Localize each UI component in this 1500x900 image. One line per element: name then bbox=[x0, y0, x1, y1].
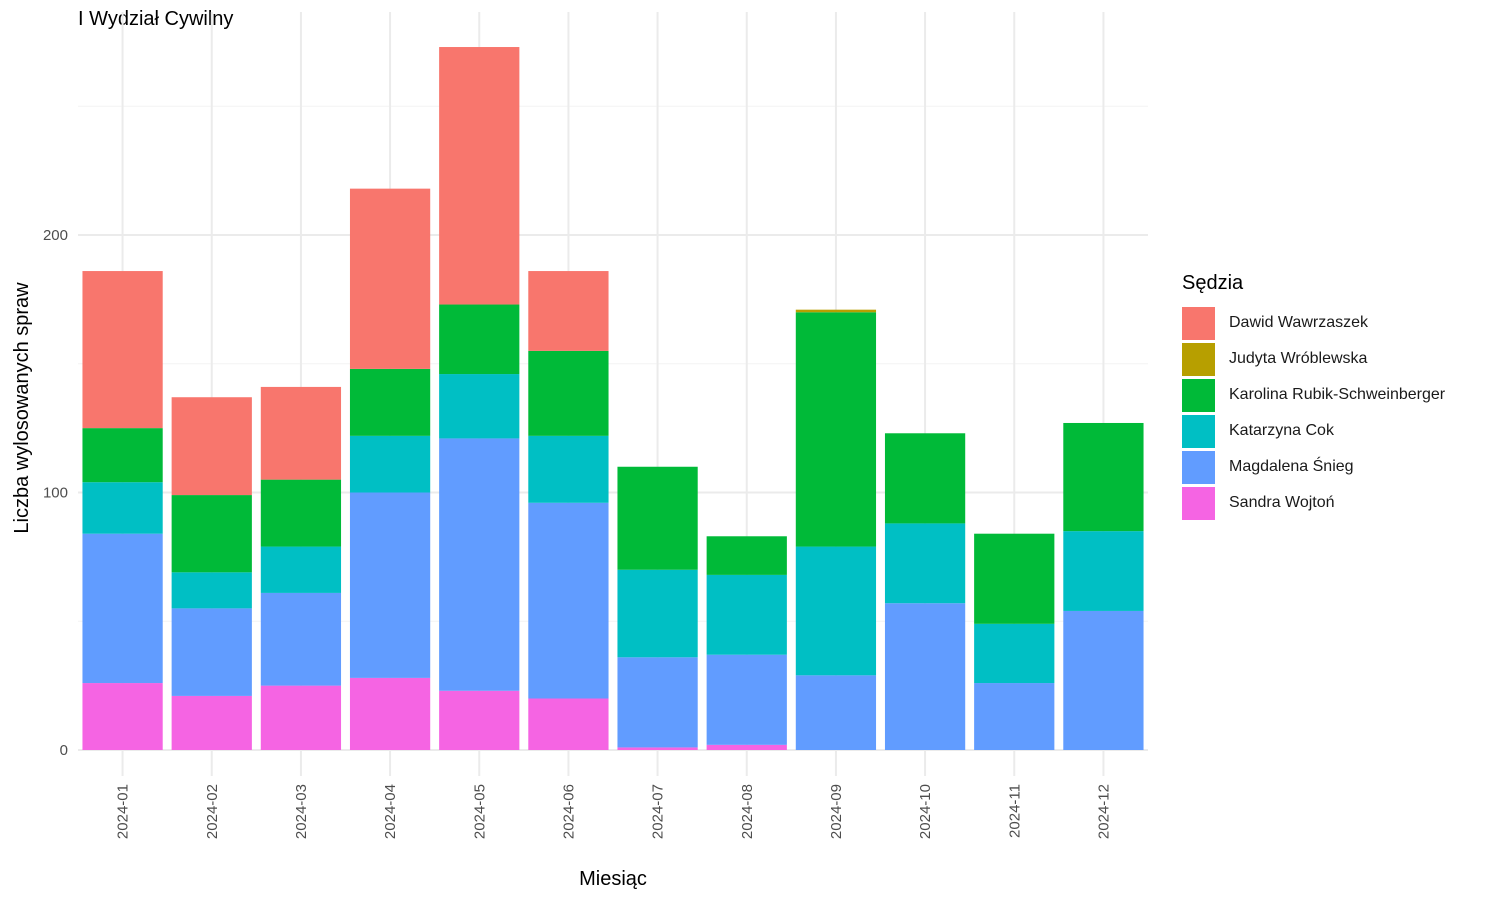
bar-segment bbox=[528, 698, 609, 750]
bar-segment bbox=[884, 523, 966, 604]
bar-segment bbox=[82, 533, 163, 684]
bar-segment bbox=[974, 623, 1055, 684]
bar-segment bbox=[171, 695, 252, 750]
bar-segment bbox=[706, 574, 787, 655]
legend-label: Katarzyna Cok bbox=[1229, 422, 1334, 439]
legend-item: Katarzyna Cok bbox=[1182, 413, 1445, 449]
chart-title: I Wydział Cywilny bbox=[78, 8, 234, 30]
bar-segment bbox=[617, 747, 698, 750]
legend-swatch bbox=[1182, 342, 1215, 376]
x-tick-label: 2024-01 bbox=[115, 784, 132, 839]
bar-segment bbox=[884, 433, 966, 524]
bar-segment bbox=[706, 654, 787, 745]
bar-segment bbox=[171, 608, 252, 696]
legend-item: Sandra Wojtoń bbox=[1182, 485, 1445, 521]
x-tick-label: 2024-12 bbox=[1095, 784, 1112, 839]
bar-segment bbox=[706, 536, 787, 575]
bar-segment bbox=[706, 744, 787, 750]
x-tick-label: 2024-11 bbox=[1006, 784, 1023, 838]
bar-segment bbox=[974, 683, 1055, 750]
legend-item: Karolina Rubik-Schweinberger bbox=[1182, 377, 1445, 413]
bar-segment bbox=[260, 386, 342, 480]
legend-swatch bbox=[1182, 378, 1215, 412]
bar-segment bbox=[260, 592, 342, 686]
bar-segment bbox=[528, 435, 609, 503]
y-tick-label: 0 bbox=[60, 742, 68, 759]
legend-label: Magdalena Śnieg bbox=[1229, 458, 1354, 475]
y-tick-label: 200 bbox=[43, 227, 68, 244]
legend-item: Magdalena Śnieg bbox=[1182, 449, 1445, 485]
bar-segment bbox=[349, 435, 431, 493]
bar-segment bbox=[617, 569, 698, 658]
bar-segment bbox=[171, 572, 252, 609]
bar-segment bbox=[439, 690, 520, 750]
legend-item: Dawid Wawrzaszek bbox=[1182, 305, 1445, 341]
bar-segment bbox=[528, 502, 609, 699]
y-axis-title: Liczba wylosowanych spraw bbox=[11, 282, 33, 534]
bar-segment bbox=[795, 312, 877, 547]
bar-segment bbox=[349, 188, 431, 369]
bar-segment bbox=[884, 603, 966, 750]
bar-segment bbox=[528, 350, 609, 436]
legend-swatch bbox=[1182, 306, 1215, 340]
legend-item: Judyta Wróblewska bbox=[1182, 341, 1445, 377]
legend-swatch bbox=[1182, 414, 1215, 448]
legend-title: Sędzia bbox=[1182, 272, 1244, 294]
x-tick-label: 2024-06 bbox=[560, 784, 577, 839]
x-tick-label: 2024-09 bbox=[828, 784, 845, 839]
bar-segment bbox=[617, 466, 698, 570]
bar-segment bbox=[795, 309, 877, 313]
y-tick-label: 100 bbox=[43, 485, 68, 502]
bar-segment bbox=[1063, 610, 1144, 750]
legend-swatch bbox=[1182, 450, 1215, 484]
bar-segment bbox=[349, 677, 431, 750]
bar-segment bbox=[795, 546, 877, 676]
x-tick-label: 2024-04 bbox=[382, 784, 399, 839]
bar-segment bbox=[528, 271, 609, 351]
bar-segment bbox=[82, 482, 163, 534]
bar-segment bbox=[974, 533, 1055, 624]
legend-label: Dawid Wawrzaszek bbox=[1229, 314, 1368, 331]
x-tick-label: 2024-10 bbox=[917, 784, 934, 839]
bar-segment bbox=[82, 271, 163, 429]
x-axis-title: Miesiąc bbox=[579, 868, 647, 890]
legend-label: Sandra Wojtoń bbox=[1229, 494, 1335, 511]
bar-segment bbox=[439, 438, 520, 691]
x-tick-label: 2024-08 bbox=[739, 784, 756, 839]
bar-segment bbox=[349, 368, 431, 436]
bar-segment bbox=[260, 546, 342, 593]
x-tick-label: 2024-02 bbox=[204, 784, 221, 839]
bar-segment bbox=[260, 685, 342, 750]
legend-label: Judyta Wróblewska bbox=[1229, 350, 1368, 367]
bar-segment bbox=[1063, 422, 1144, 532]
legend-label: Karolina Rubik-Schweinberger bbox=[1229, 386, 1446, 403]
bar-segment bbox=[82, 428, 163, 483]
legend-items: Dawid Wawrzaszek Judyta Wróblewska Karolin… bbox=[1182, 305, 1445, 521]
x-tick-label: 2024-03 bbox=[293, 784, 310, 839]
bar-segment bbox=[171, 495, 252, 573]
legend-swatch bbox=[1182, 486, 1215, 520]
x-tick-label: 2024-07 bbox=[650, 784, 667, 839]
bar-segment bbox=[82, 683, 163, 750]
bar-segment bbox=[260, 479, 342, 547]
bar-segment bbox=[439, 47, 520, 305]
bar-segment bbox=[795, 675, 877, 750]
legend: Sędzia Dawid Wawrzaszek Judyta Wróblewska… bbox=[1182, 272, 1445, 521]
bar-segment bbox=[439, 304, 520, 375]
bar-segment bbox=[439, 374, 520, 439]
bar-segment bbox=[1063, 531, 1144, 611]
bar-segment bbox=[349, 492, 431, 678]
bar-segment bbox=[617, 657, 698, 748]
bar-segment bbox=[171, 397, 252, 496]
x-tick-label: 2024-05 bbox=[471, 784, 488, 839]
